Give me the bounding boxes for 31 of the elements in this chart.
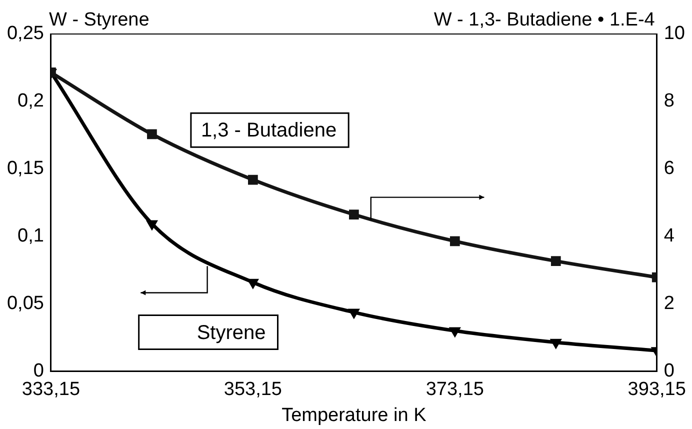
y-tick-label: 0,2 [18,90,44,112]
y-axis-title: W - Styrene [48,10,150,31]
point [147,220,157,230]
y-tick-label: 0,05 [6,293,44,314]
y2-tick-label: 6 [664,158,674,180]
x-tick-label: 333,15 [22,379,80,400]
y-tick-label: 0 [33,360,44,382]
y-tick-label: 0,1 [18,226,44,247]
point [349,308,359,318]
point [348,210,359,220]
point [248,278,258,288]
x-axis-title: Temperature in K [282,404,427,426]
point [147,129,157,140]
point [550,256,561,266]
series-label: Styrene [196,322,266,344]
y2-tick-label: 2 [664,293,674,314]
y2-tick-label: 0 [664,360,674,382]
y2-tick-label: 4 [664,226,675,247]
y2-tick-label: 8 [664,90,674,112]
point [248,174,258,185]
y-tick-label: 0,25 [6,23,44,44]
y-tick-label: 0,15 [6,158,44,180]
y2-axis-title: W - 1,3- Butadiene • 1.E-4 [434,10,656,31]
x-tick-label: 393,15 [628,379,686,400]
y2-tick-label: 10 [664,23,686,44]
x-tick-label: 353,15 [224,379,282,400]
x-tick-label: 373,15 [426,379,484,400]
point [450,236,460,246]
series-label: 1,3 - Butadiene [200,120,337,142]
point [551,338,561,348]
point [450,327,460,336]
